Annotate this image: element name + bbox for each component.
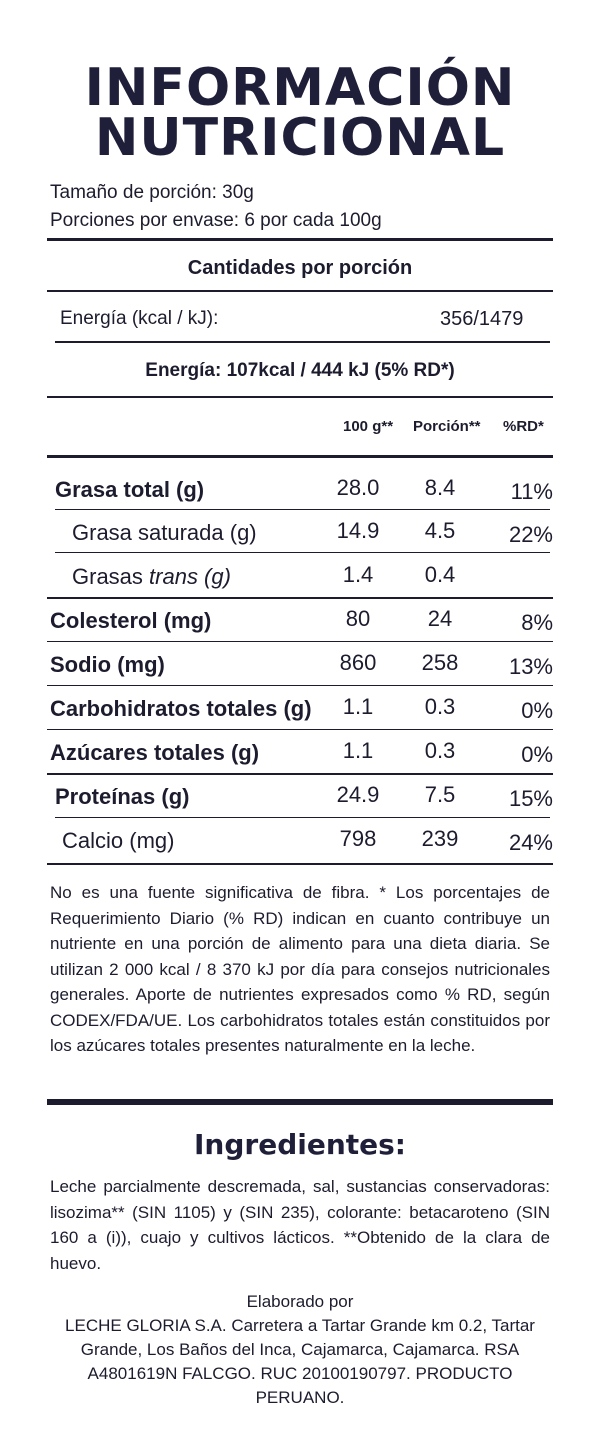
amounts-heading: Cantidades por porción <box>187 257 413 279</box>
divider <box>47 455 553 458</box>
nutrient-value-portion: 8.4 <box>424 475 456 500</box>
divider <box>47 729 553 730</box>
manufacturer-heading: Elaborado por <box>246 1292 354 1311</box>
nutrient-value-portion: 0.4 <box>424 562 456 587</box>
nutrient-value-100g: 798 <box>339 826 377 851</box>
ingredients-title: Ingredientes: <box>194 1128 406 1161</box>
divider <box>47 685 553 686</box>
nutrient-row-grasa-saturada: Grasa saturada (g) 14.9 4.5 22% <box>0 510 600 554</box>
nutrient-row-sodio: Sodio (mg) 860 258 13% <box>0 642 600 686</box>
divider <box>47 773 553 775</box>
nutrient-value-100g: 28.0 <box>336 475 380 500</box>
nutrient-label: Calcio (mg) <box>62 828 175 853</box>
nutrient-row-grasa-total: Grasa total (g) 28.0 8.4 11% <box>0 467 600 511</box>
divider <box>55 341 550 343</box>
servings-per-container: Porciones por envase: 6 por cada 100g <box>50 210 382 231</box>
footnote: No es una fuente significativa de fibra.… <box>50 883 550 1055</box>
divider <box>47 290 553 292</box>
energy-100g-label: Energía (kcal / kJ): <box>60 308 219 329</box>
nutrient-value-100g: 860 <box>339 650 377 675</box>
nutrient-label-prefix: Grasas <box>72 564 150 589</box>
nutrient-value-100g: 1.4 <box>342 562 374 587</box>
divider <box>47 396 553 398</box>
nutrient-label: Sodio (mg) <box>50 652 165 677</box>
nutrient-value-100g: 1.1 <box>342 738 374 763</box>
divider <box>55 552 550 553</box>
divider <box>47 863 553 865</box>
nutrient-rd: 0% <box>521 698 553 723</box>
energy-100g-value: 356/1479 <box>440 308 524 330</box>
nutrient-rd: 0% <box>521 742 553 767</box>
serving-size: Tamaño de porción: 30g <box>50 182 254 203</box>
divider <box>55 817 550 818</box>
nutrient-value-portion: 0.3 <box>424 694 456 719</box>
nutrient-value-portion: 239 <box>421 826 459 851</box>
nutrient-value-portion: 258 <box>421 650 459 675</box>
nutrient-rd: 8% <box>521 610 553 635</box>
ingredients-text: Leche parcialmente descremada, sal, sust… <box>50 1177 550 1273</box>
divider <box>47 641 553 642</box>
nutrient-label: Grasa saturada (g) <box>72 520 257 545</box>
nutrient-row-colesterol: Colesterol (mg) 80 24 8% <box>0 598 600 642</box>
manufacturer-text: LECHE GLORIA S.A. Carretera a Tartar Gra… <box>65 1316 535 1407</box>
nutrient-value-portion: 4.5 <box>424 518 456 543</box>
page-title-line1: INFORMACIÓN <box>84 58 516 118</box>
nutrient-row-calcio: Calcio (mg) 798 239 24% <box>0 818 600 862</box>
nutrient-rd: 11% <box>510 479 553 504</box>
nutrient-value-100g: 80 <box>345 606 371 631</box>
nutrient-label: Grasa total (g) <box>55 477 205 502</box>
nutrient-value-100g: 24.9 <box>336 782 380 807</box>
page-title-line2: NUTRICIONAL <box>94 108 506 168</box>
nutrient-label: Azúcares totales (g) <box>50 740 260 765</box>
nutrient-row-proteinas: Proteínas (g) 24.9 7.5 15% <box>0 774 600 818</box>
nutrient-row-azucares: Azúcares totales (g) 1.1 0.3 0% <box>0 730 600 774</box>
nutrient-value-100g: 14.9 <box>336 518 380 543</box>
nutrient-row-grasas-trans: Grasas trans (g) 1.4 0.4 <box>0 554 600 598</box>
nutrient-row-carbohidratos: Carbohidratos totales (g) 1.1 0.3 0% <box>0 686 600 730</box>
nutrient-label: Grasas trans (g) <box>72 564 231 590</box>
nutrient-label: Colesterol (mg) <box>50 608 212 633</box>
nutrient-rd: 15% <box>508 786 553 811</box>
divider <box>55 509 550 510</box>
nutrient-value-portion: 7.5 <box>424 782 456 807</box>
nutrient-rd: 13% <box>508 654 553 679</box>
nutrient-value-portion: 24 <box>427 606 453 631</box>
divider <box>47 238 553 241</box>
column-header-portion: Porción** <box>413 418 481 435</box>
nutrient-value-portion: 0.3 <box>424 738 456 763</box>
divider <box>47 597 553 599</box>
nutrient-value-100g: 1.1 <box>342 694 374 719</box>
column-header-rd: %RD* <box>503 418 544 435</box>
nutrient-label: Proteínas (g) <box>55 784 190 809</box>
nutrient-rd: 24% <box>508 830 553 855</box>
nutrient-label: Carbohidratos totales (g) <box>50 696 312 721</box>
nutrient-label-italic: trans (g) <box>149 564 231 589</box>
column-header-100g: 100 g** <box>343 418 394 435</box>
nutrient-rd: 22% <box>508 522 553 547</box>
energy-portion: Energía: 107kcal / 444 kJ (5% RD*) <box>145 360 455 381</box>
thick-divider <box>47 1099 553 1105</box>
